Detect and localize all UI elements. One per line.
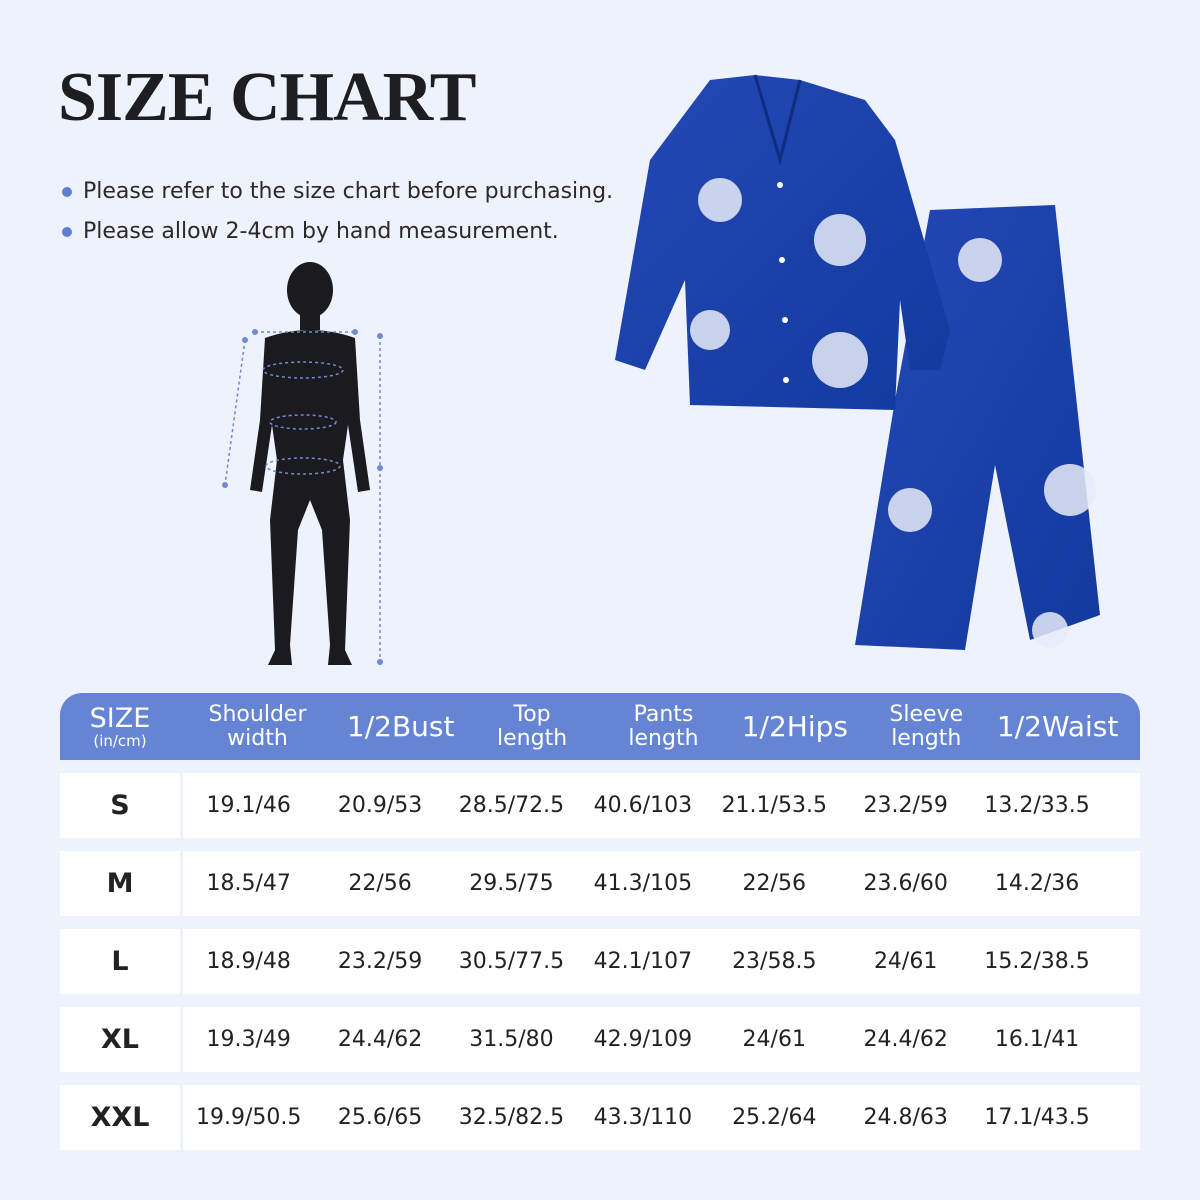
size-cell: XXL: [60, 1085, 183, 1150]
header-shoulder-width: Shoulder width: [208, 701, 307, 751]
table-row: XL 19.3/49 24.4/62 31.5/80 42.9/109 24/61 24.4…: [60, 1007, 1140, 1072]
size-cell: L: [60, 929, 183, 994]
measurement-cell: 24/61: [873, 949, 938, 974]
note-item: Please refer to the size chart before pu…: [62, 172, 613, 212]
measurement-cell: 18.9/48: [206, 949, 291, 974]
row-values: 18.5/47 22/56 29.5/75 41.3/105 22/56 23.6/60 1…: [183, 851, 1140, 916]
header-size: SIZE (in/cm): [60, 693, 180, 760]
measurement-cell: 24.8/63: [863, 1105, 948, 1130]
measurement-cell: 23.2/59: [863, 793, 948, 818]
measurement-cell: 24.4/62: [337, 1027, 423, 1052]
measurement-cell: 29.5/75: [469, 871, 554, 896]
measurement-cell: 23.6/60: [863, 871, 948, 896]
unit-label: (in/cm): [93, 731, 147, 750]
measurement-cell: 19.1/46: [206, 793, 291, 818]
measurement-cell: 21.1/53.5: [721, 793, 827, 818]
measurement-cell: 30.5/77.5: [458, 949, 565, 974]
measurement-cell: 28.5/72.5: [458, 793, 565, 818]
measurement-cell: 24/61: [742, 1027, 806, 1052]
measurement-cell: 32.5/82.5: [458, 1105, 565, 1130]
note-text: Please refer to the size chart before pu…: [83, 179, 614, 204]
measurement-cell: 25.6/65: [337, 1105, 423, 1130]
row-values: 19.9/50.5 25.6/65 32.5/82.5 43.3/110 25.2/64…: [183, 1085, 1140, 1150]
measurement-cell: 42.9/109: [593, 1027, 693, 1052]
bullet-icon: [62, 187, 72, 197]
header-bust: 1/2Bust: [346, 709, 455, 743]
note-text: Please allow 2-4cm by hand measurement.: [83, 219, 559, 244]
size-cell: XL: [60, 1007, 183, 1072]
measurement-cell: 23/58.5: [732, 949, 817, 974]
header-hips: 1/2Hips: [741, 709, 848, 743]
bullet-icon: [62, 227, 72, 237]
size-header-label: SIZE: [89, 702, 151, 734]
measurement-cell: 18.5/47: [206, 871, 291, 896]
page-title: SIZE CHART: [58, 59, 476, 136]
pajama-shirt: [615, 75, 950, 410]
pajama-set-image: [615, 74, 1100, 650]
size-cell: S: [60, 773, 183, 838]
table-row: S 19.1/46 20.9/53 28.5/72.5 40.6/103 21.1/53.…: [60, 773, 1140, 838]
measurement-cell: 15.2/38.5: [984, 949, 1090, 974]
measurement-cell: 14.2/36: [994, 871, 1080, 896]
table-row: XXL 19.9/50.5 25.6/65 32.5/82.5 43.3/110 25.2…: [60, 1085, 1140, 1150]
measurement-cell: 40.6/103: [593, 793, 693, 818]
size-table: SIZE (in/cm) Shoulder width 1/2Bust Top l…: [60, 693, 1140, 1150]
header-waist: 1/2Waist: [996, 709, 1119, 743]
header-pants-length: Pants length: [628, 701, 699, 751]
table-row: M 18.5/47 22/56 29.5/75 41.3/105 22/56 23.6/60…: [60, 851, 1140, 916]
row-values: 19.3/49 24.4/62 31.5/80 42.9/109 24/61 24.4/6…: [183, 1007, 1140, 1072]
measurement-cell: 16.1/41: [994, 1027, 1080, 1052]
notes-list: Please refer to the size chart before pu…: [62, 172, 613, 252]
measurement-cell: 17.1/43.5: [984, 1105, 1090, 1130]
header-sleeve-length: Sleeve length: [889, 701, 964, 751]
measurement-cell: 22/56: [742, 871, 806, 896]
row-values: 18.9/48 23.2/59 30.5/77.5 42.1/107 23/58.5 24…: [183, 929, 1140, 994]
measurement-cell: 23.2/59: [337, 949, 423, 974]
note-item: Please allow 2-4cm by hand measurement.: [62, 212, 613, 252]
table-row: L 18.9/48 23.2/59 30.5/77.5 42.1/107 23/58.5 2…: [60, 929, 1140, 994]
header-top-length: Top length: [497, 701, 568, 751]
row-values: 19.1/46 20.9/53 28.5/72.5 40.6/103 21.1/53.5…: [183, 773, 1140, 838]
measurement-cell: 19.9/50.5: [196, 1105, 302, 1130]
measurement-cell: 43.3/110: [593, 1105, 693, 1130]
table-header: SIZE (in/cm) Shoulder width 1/2Bust Top l…: [60, 693, 1140, 760]
measurement-cell: 22/56: [348, 871, 412, 896]
measurement-cell: 20.9/53: [337, 793, 423, 818]
measurement-cell: 42.1/107: [593, 949, 693, 974]
size-cell: M: [60, 851, 183, 916]
body-measurement-figure: [222, 262, 383, 665]
measurement-cell: 31.5/80: [469, 1027, 554, 1052]
measurement-cell: 25.2/64: [732, 1105, 817, 1130]
measurement-cell: 19.3/49: [206, 1027, 291, 1052]
measurement-cell: 41.3/105: [593, 871, 693, 896]
measurement-cell: 24.4/62: [863, 1027, 948, 1052]
measurement-cell: 13.2/33.5: [984, 793, 1090, 818]
